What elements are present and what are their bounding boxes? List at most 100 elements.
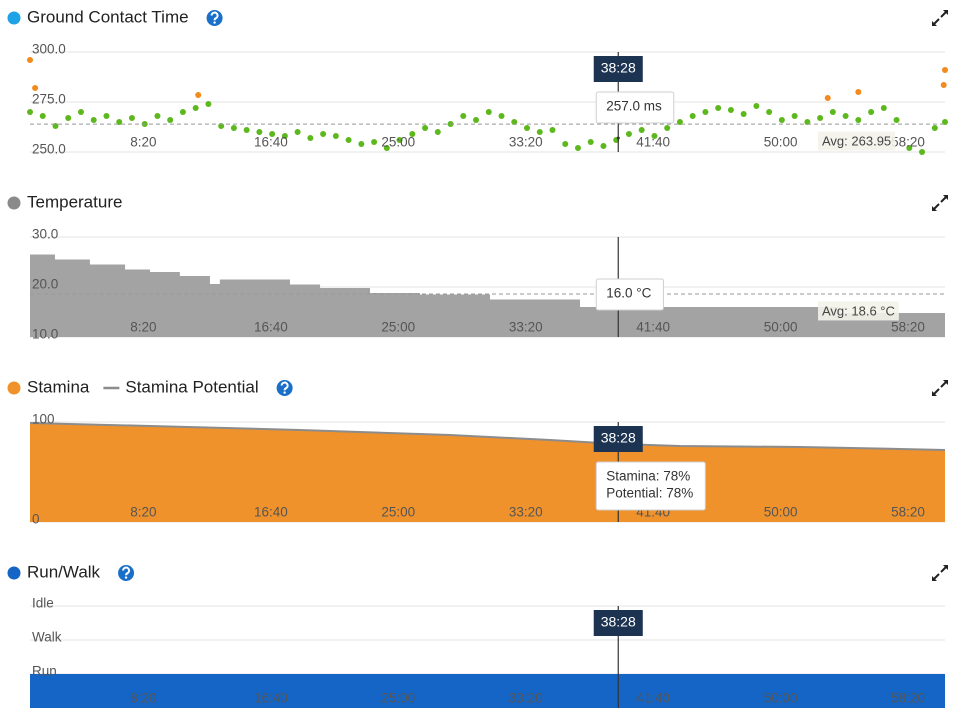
scatter-point [524, 125, 531, 131]
scatter-point [829, 109, 836, 115]
x-tick-label: 8:20 [130, 505, 156, 520]
average-label-bg [818, 301, 899, 321]
scatter-point [931, 125, 938, 131]
scatter-point [243, 127, 250, 133]
scatter-point [766, 109, 773, 115]
x-tick-label: 33:20 [509, 505, 543, 520]
x-tick-label: 50:00 [764, 135, 798, 150]
step-area [30, 254, 945, 337]
x-tick-label: 41:40 [636, 135, 670, 150]
x-tick-label: 58:20 [891, 691, 925, 706]
scatter-point [791, 113, 798, 119]
scatter-point [824, 95, 831, 101]
average-label-bg [818, 131, 896, 151]
expand-icon[interactable] [932, 380, 948, 396]
scatter-point [740, 111, 747, 117]
x-tick-label: 25:00 [381, 135, 415, 150]
scatter-point [664, 125, 671, 131]
title-marker [7, 11, 21, 25]
help-glyph [280, 381, 289, 391]
scatter-point [574, 145, 581, 151]
x-tick-label: 25:00 [381, 505, 415, 520]
scatter-point [727, 107, 734, 113]
scatter-point [358, 141, 365, 147]
y-tick-label: Idle [32, 596, 54, 611]
x-tick-label: 16:40 [254, 320, 288, 335]
help-glyph [122, 566, 130, 576]
scatter-point [195, 92, 202, 98]
y-tick-label: 10.0 [32, 327, 58, 342]
tooltip-text: Potential: 78% [606, 486, 693, 501]
expand-arrow [932, 565, 948, 581]
x-tick-label: 8:20 [130, 135, 156, 150]
x-tick-label: 41:40 [636, 320, 670, 335]
cursor-time-box [593, 56, 643, 82]
y-tick-label: 250.0 [32, 142, 66, 157]
scatter-point [65, 115, 72, 121]
scatter-point [536, 129, 543, 135]
y-tick-label: 30.0 [32, 227, 58, 242]
scatter-point [942, 119, 948, 125]
tooltip-box [595, 278, 664, 311]
scatter-point [689, 113, 696, 119]
help-glyph-dot [124, 576, 128, 579]
scatter-point [77, 109, 84, 115]
x-tick-label: 25:00 [381, 691, 415, 706]
help-glyph [210, 11, 219, 21]
x-tick-label: 50:00 [764, 505, 798, 520]
scatter-point [919, 149, 926, 155]
expand-icon[interactable] [932, 195, 948, 211]
y-tick-label: 300.0 [32, 42, 66, 57]
legend-label: Stamina Potential [125, 377, 258, 396]
scatter-point [893, 117, 900, 123]
scatter-point [651, 133, 658, 139]
expand-arrow [932, 380, 948, 396]
cursor-time-box [593, 426, 643, 452]
expand-icon[interactable] [932, 10, 948, 26]
scatter-point [511, 119, 518, 125]
line [29, 422, 946, 451]
scatter-point [804, 119, 811, 125]
x-tick-label: 33:20 [509, 691, 543, 706]
scatter-point [230, 125, 237, 131]
x-tick-label: 33:20 [509, 135, 543, 150]
scatter-point [880, 105, 887, 111]
x-tick-label: 16:40 [254, 691, 288, 706]
scatter-point [562, 141, 569, 147]
tooltip-box [595, 461, 706, 511]
chart-title: Ground Contact Time [27, 7, 189, 26]
average-label: Avg: 18.6 °C [822, 303, 895, 318]
cursor-time-box [593, 610, 643, 636]
legend-label: Stamina [27, 377, 90, 396]
x-tick-label: 33:20 [509, 320, 543, 335]
expand-icon[interactable] [932, 565, 948, 581]
scatter-point [383, 145, 390, 151]
scatter-point [154, 113, 161, 119]
scatter-point [473, 117, 480, 123]
scatter-point [320, 131, 327, 137]
scatter-point [192, 105, 199, 111]
title-marker [7, 566, 21, 580]
scatter-point [638, 127, 645, 133]
x-tick-label: 16:40 [254, 135, 288, 150]
scatter-point [371, 139, 378, 145]
y-tick-label: Walk [32, 630, 62, 645]
scatter-point [32, 85, 39, 91]
scatter-point [205, 101, 212, 107]
scatter-point [600, 143, 607, 149]
y-tick-label: Run [32, 664, 57, 679]
step-area [30, 674, 945, 708]
x-tick-label: 8:20 [130, 320, 156, 335]
scatter-point [702, 109, 709, 115]
title-marker [7, 196, 21, 210]
expand-arrow [932, 195, 948, 211]
y-tick-label: 0 [32, 512, 40, 527]
expand-arrow [932, 10, 948, 26]
legend-symbol [7, 381, 21, 395]
scatter-point [409, 131, 416, 137]
scatter-point [778, 117, 785, 123]
chart-title: Temperature [27, 192, 122, 211]
scatter-point [345, 137, 352, 143]
x-tick-label: 41:40 [636, 691, 670, 706]
